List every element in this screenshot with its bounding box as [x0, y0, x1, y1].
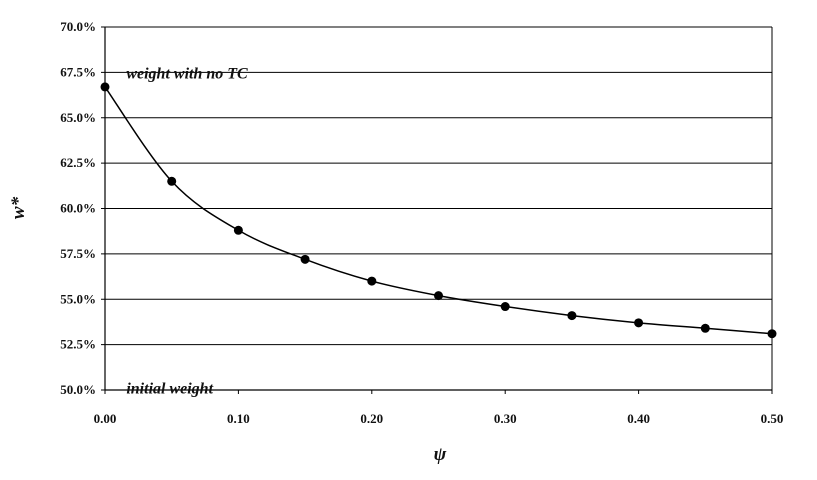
y-tick-label: 65.0% [60, 110, 96, 125]
y-tick-label: 50.0% [60, 382, 96, 397]
data-point [367, 276, 377, 286]
annotations: weight with no TC initial weight [126, 65, 248, 397]
y-tick-label: 70.0% [60, 19, 96, 34]
data-point [500, 302, 510, 312]
y-tick-label: 62.5% [60, 155, 96, 170]
series [100, 82, 777, 339]
data-point [567, 311, 577, 321]
data-point [167, 176, 177, 186]
y-axis-label: w* [8, 196, 29, 219]
x-tick-label: 0.50 [761, 411, 784, 426]
data-point [767, 329, 777, 339]
x-axis-label: ψ [434, 444, 447, 465]
grid-lines [105, 26, 772, 346]
data-point [300, 254, 310, 264]
data-point [100, 82, 110, 92]
y-tick-label: 57.5% [60, 246, 96, 261]
data-point [434, 291, 443, 301]
x-tick-label: 0.20 [360, 411, 383, 426]
y-tick-label: 55.0% [60, 291, 96, 306]
y-tick-labels: 50.0% 52.5% 55.0% 57.5% 60.0% 62.5% 65.0% 67.5%… [60, 19, 96, 397]
data-point [634, 318, 644, 328]
annotation: weight with no TC [126, 65, 248, 82]
x-tick-label: 0.10 [227, 411, 250, 426]
y-tick-label: 67.5% [60, 64, 96, 79]
data-point [233, 225, 243, 235]
x-tick-label: 0.40 [627, 411, 650, 426]
x-tick-label: 0.30 [494, 411, 517, 426]
x-tick-labels: 0.00 0.10 0.20 0.30 0.40 0.50 [94, 411, 784, 426]
y-tick-label: 60.0% [60, 201, 96, 216]
data-point [700, 323, 710, 333]
y-tick-label: 52.5% [60, 337, 96, 352]
x-tick-label: 0.00 [94, 411, 117, 426]
annotation: initial weight [126, 380, 213, 397]
